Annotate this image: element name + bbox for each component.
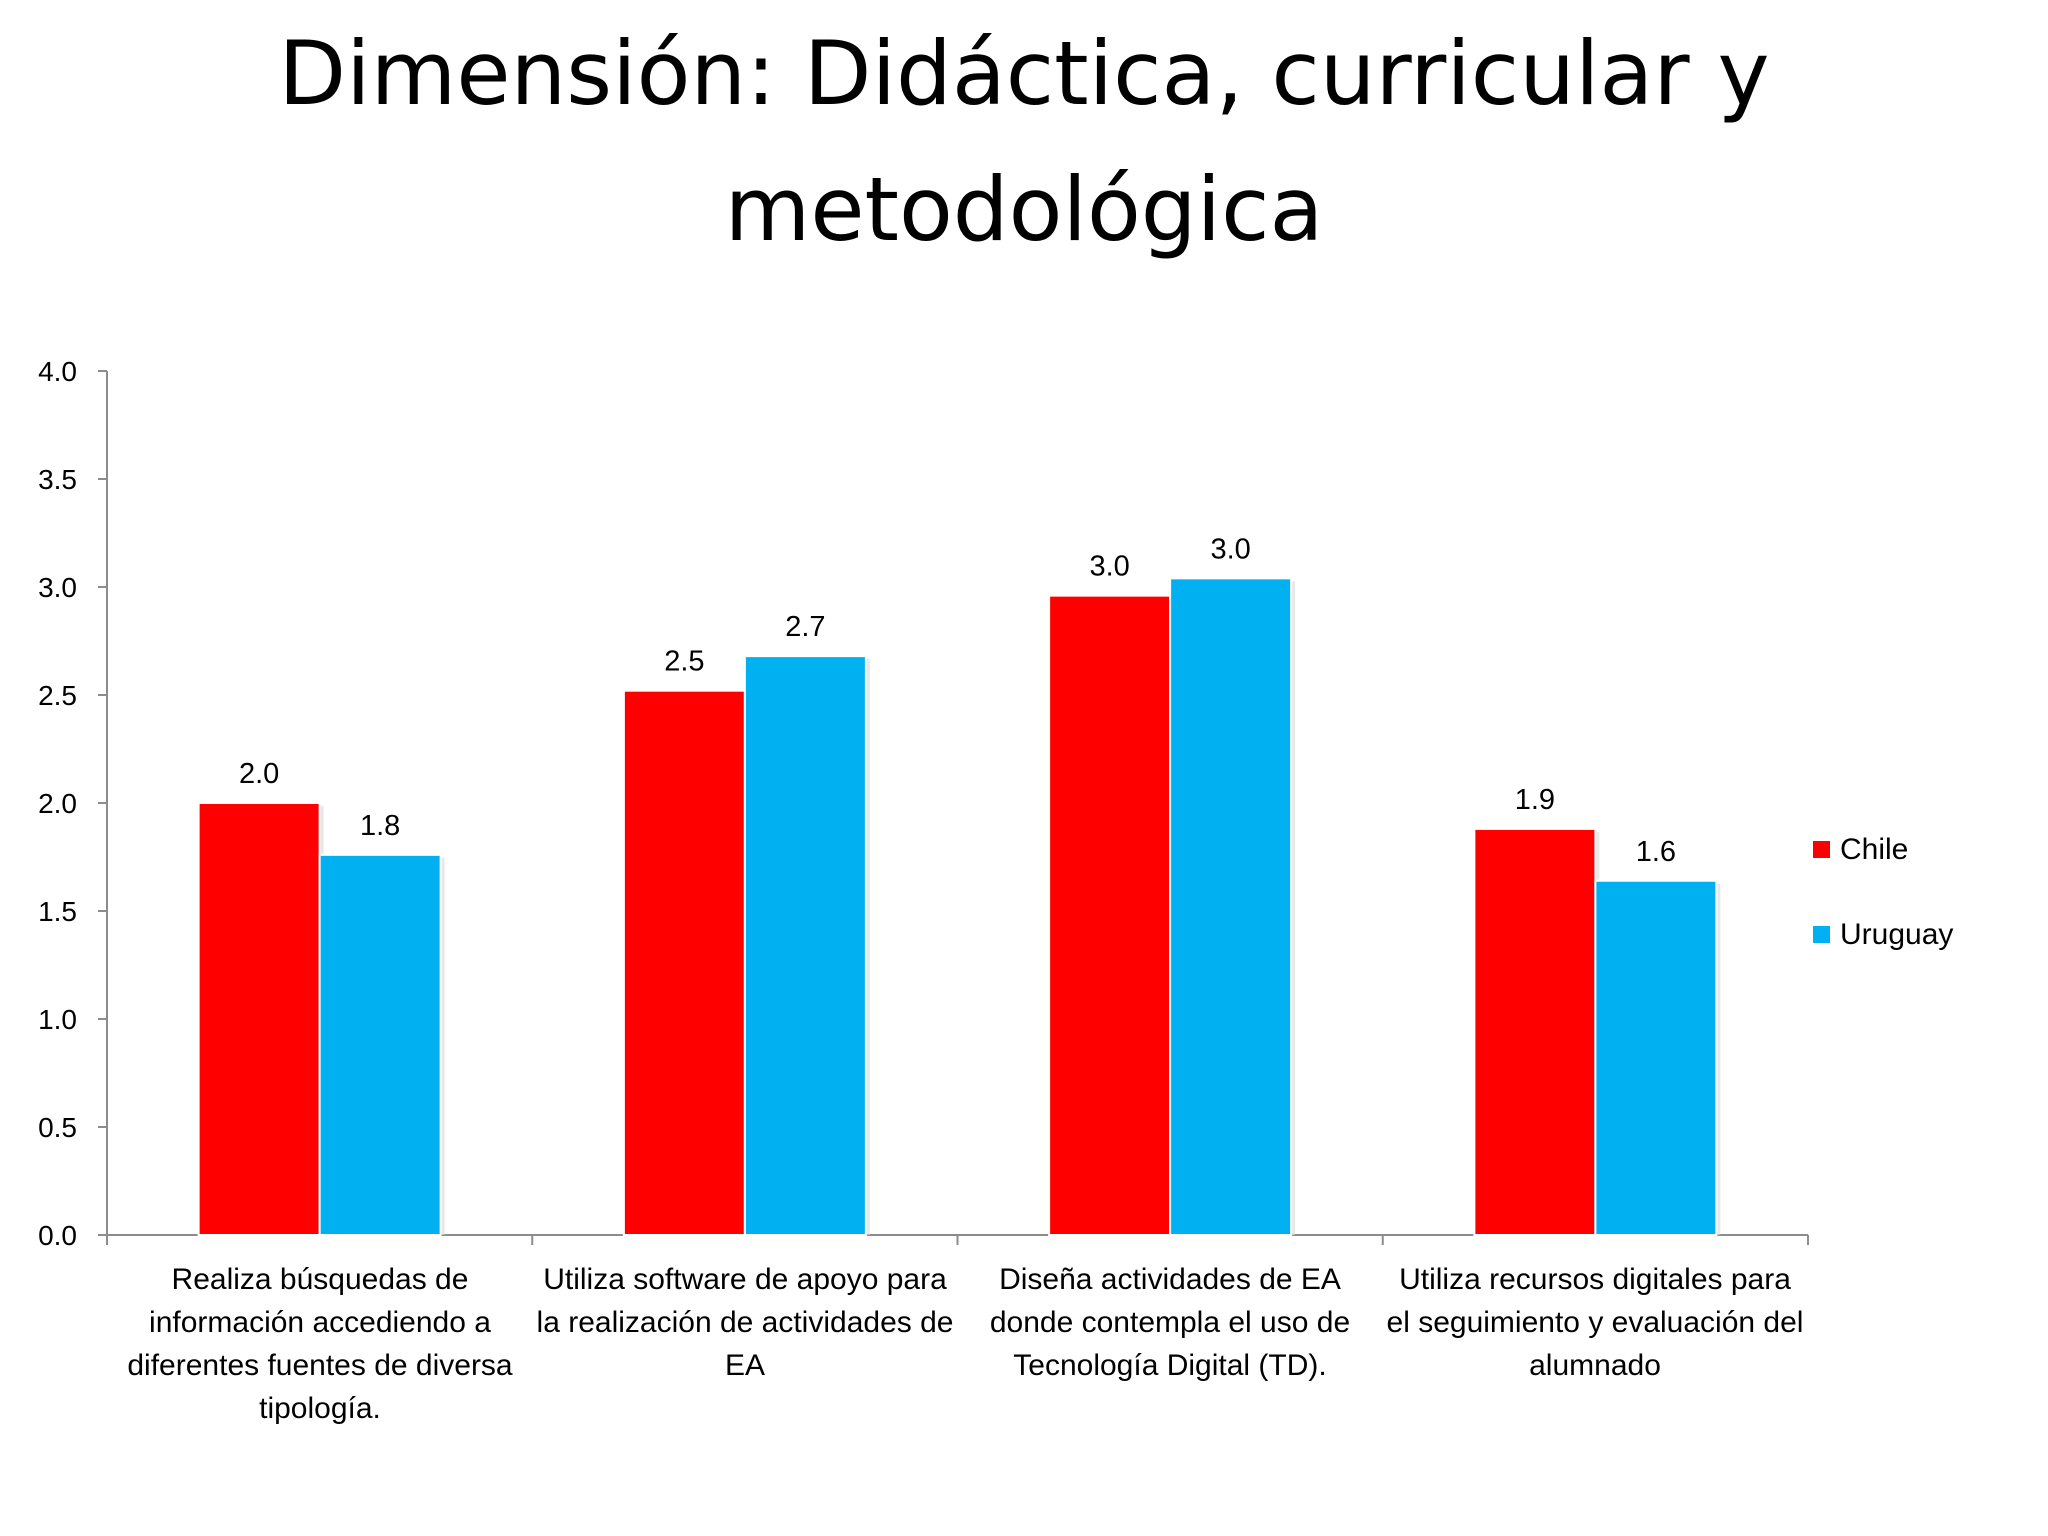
legend-swatch-chile [1813,841,1830,858]
data-label-chile-3: 3.0 [1089,551,1129,583]
bar-chile-4 [1473,827,1597,1236]
category-label-2: Utiliza software de apoyo para la realiz… [536,1263,954,1382]
y-tick-label: 2.0 [38,788,77,819]
chart-title-line-2: metodológica [724,158,1324,261]
data-label-uruguay-4: 1.6 [1636,836,1676,868]
legend-swatch-uruguay [1813,926,1830,943]
y-tick-label: 3.5 [38,464,77,495]
y-tick-label: 1.5 [38,896,77,927]
legend-label-uruguay: Uruguay [1840,918,1953,951]
y-tick-label: 1.0 [38,1004,77,1035]
y-tick-label: 3.0 [38,572,77,603]
data-label-uruguay-1: 1.8 [360,810,400,842]
data-label-chile-1: 2.0 [239,758,279,790]
bar-uruguay-3 [1169,577,1293,1236]
data-label-chile-2: 2.5 [664,646,704,678]
category-label-1: Realiza búsquedas de información accedie… [127,1263,513,1425]
data-label-uruguay-2: 2.7 [785,611,825,643]
y-tick-label: 0.5 [38,1112,77,1143]
category-label-3: Diseña actividades de EA donde contempla… [989,1263,1351,1382]
bar-uruguay-4 [1594,879,1718,1236]
bar-chile-1 [197,802,321,1236]
bar-uruguay-1 [318,853,442,1237]
bar-chile-3 [1048,594,1172,1236]
y-tick-label: 2.5 [38,680,77,711]
legend-label-chile: Chile [1840,833,1908,866]
y-tick-label: 0.0 [38,1220,77,1251]
category-label-4: Utiliza recursos digitales para el segui… [1386,1263,1804,1382]
y-tick-label: 4.0 [38,356,77,387]
data-label-uruguay-3: 3.0 [1210,533,1250,565]
chart-title-line-1: Dimensión: Didáctica, curricular y [278,22,1770,125]
chart-title: Dimensión: Didáctica, curricular y metod… [0,6,2048,278]
bar-chile-2 [622,689,746,1236]
data-label-chile-4: 1.9 [1515,784,1555,816]
bar-uruguay-2 [743,655,867,1236]
